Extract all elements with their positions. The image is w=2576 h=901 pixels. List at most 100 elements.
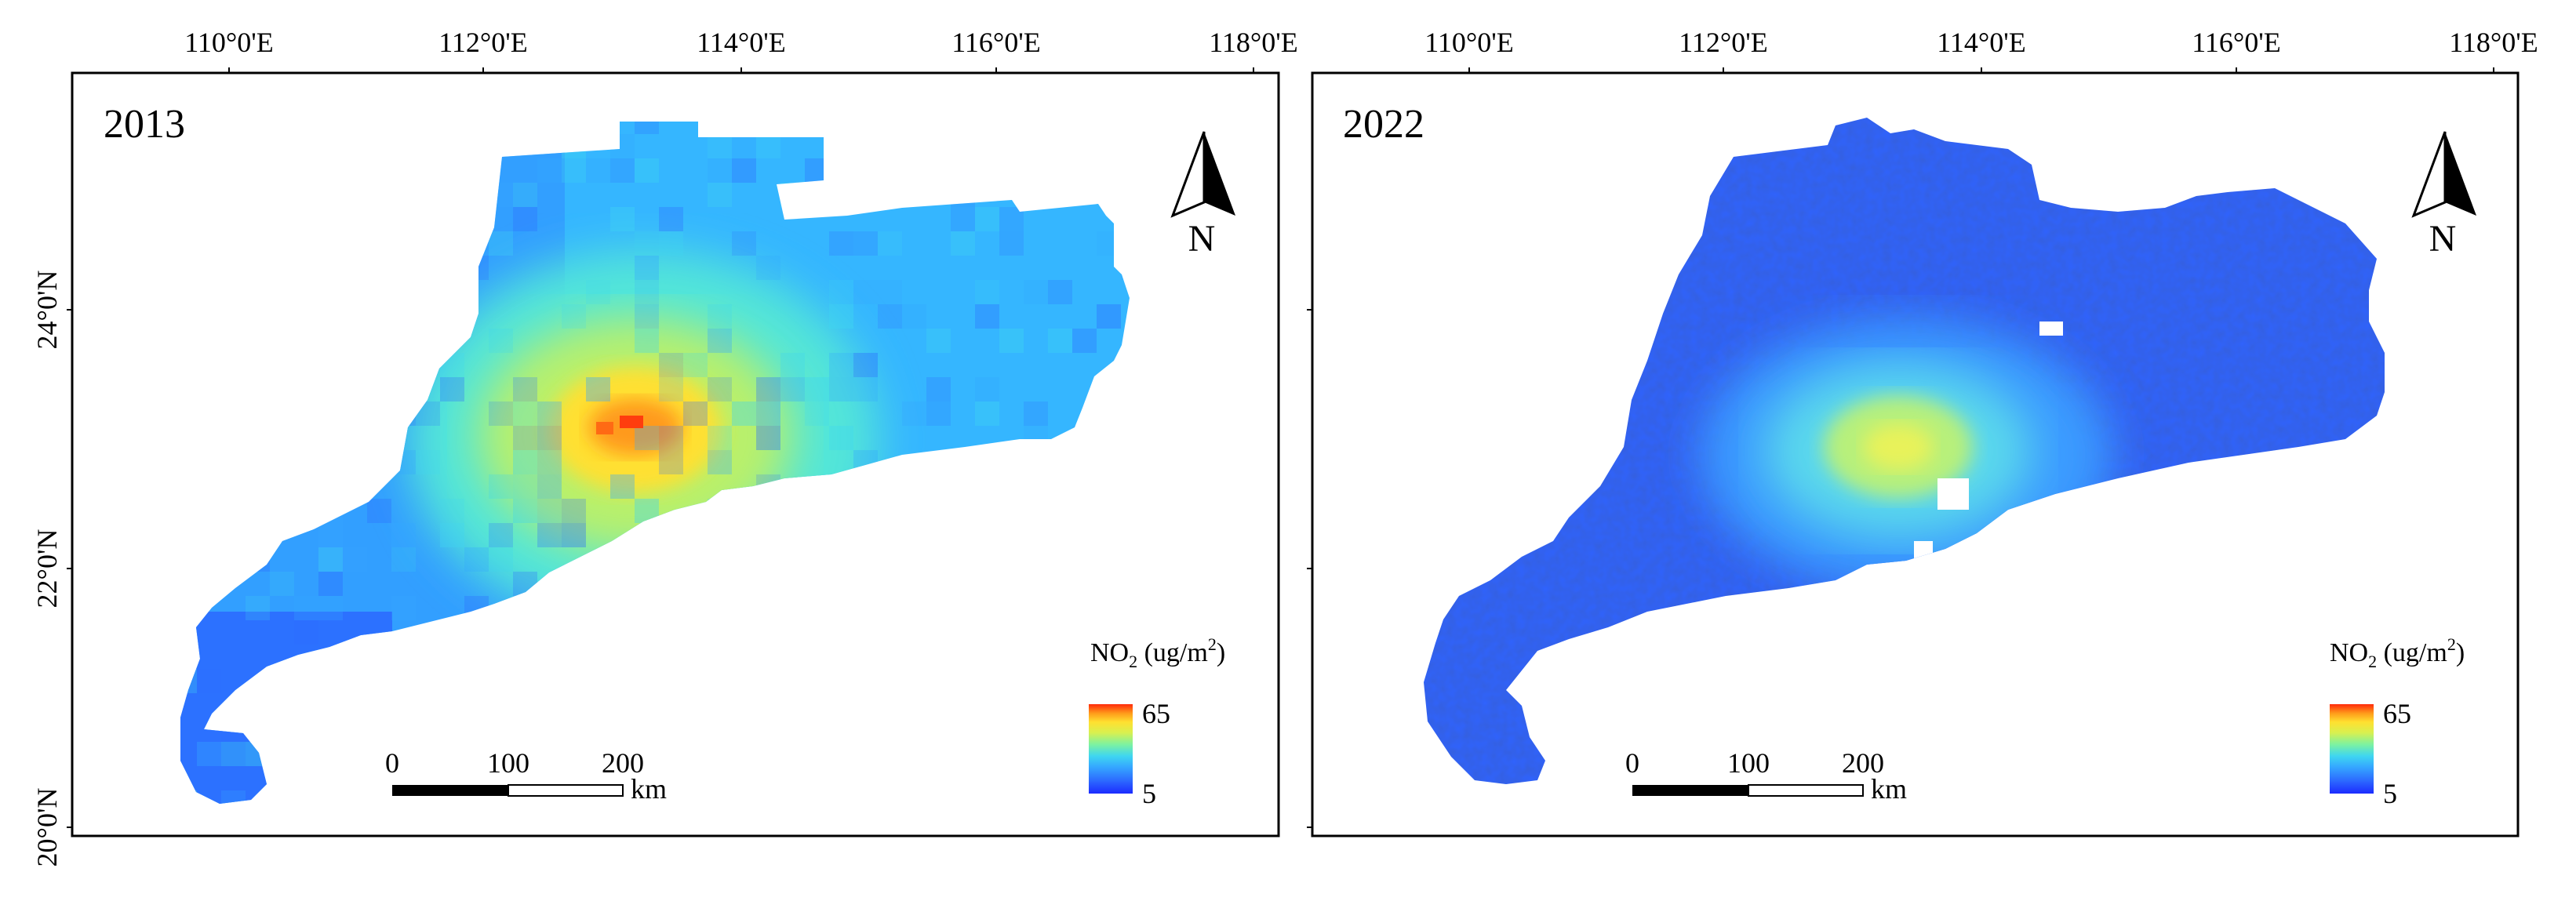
raster-pixel [221, 742, 246, 766]
raster-pixel [610, 474, 635, 499]
raster-pixel [635, 280, 659, 304]
raster-pixel [975, 207, 999, 231]
raster-pixel [878, 280, 902, 304]
scale-unit: km [1871, 773, 1907, 805]
raster-pixel [635, 426, 659, 450]
raster-pixel [853, 377, 878, 401]
scale-bar: 0 100 200 km [385, 747, 667, 805]
raster-pixel [246, 596, 270, 620]
raster-pixel [610, 207, 635, 231]
legend-colorbar [2330, 704, 2374, 794]
north-arrow: N [2411, 131, 2476, 260]
legend: NO2 (ug/m2) 65 5 [1089, 634, 1225, 809]
raster-pixel [659, 353, 683, 377]
raster-pixel [878, 231, 902, 256]
legend: NO2 (ug/m2) 65 5 [2330, 634, 2465, 809]
raster-pixel [1024, 401, 1048, 426]
raster-pixel [975, 304, 999, 329]
lon-label: 110°0'E [1424, 27, 1514, 58]
raster-pixel [708, 450, 732, 474]
panel-2013: 2013 N NO2 (ug/m2) 65 5 0 100 200 km 110… [31, 27, 1298, 866]
legend-min-label: 5 [1142, 778, 1156, 809]
legend-max-label: 65 [1142, 698, 1170, 729]
latitude-ticks [1307, 309, 1312, 828]
raster-pixel [829, 304, 853, 329]
raster-pixel [975, 280, 999, 304]
raster-pixel [537, 158, 562, 183]
raster-pixel [318, 572, 343, 596]
lon-label: 116°0'E [951, 27, 1041, 58]
raster-pixel [683, 401, 708, 426]
scale-label-200: 200 [602, 747, 644, 779]
raster-pixel [586, 377, 610, 401]
panel-2022: 2022 N NO2 (ug/m2) 65 5 0 100 200 km 110… [1307, 27, 2538, 837]
raster-pixel [391, 547, 416, 572]
raster-pixel [708, 134, 732, 158]
raster-pixel [780, 353, 805, 377]
raster-pixel [270, 572, 294, 596]
raster-pixel [197, 669, 221, 693]
raster-pixel [513, 474, 537, 499]
raster-pixel [391, 596, 416, 620]
raster-pixel [805, 401, 829, 426]
raster-pixel [537, 499, 562, 523]
raster-pixel [708, 426, 732, 450]
raster-pixel [343, 547, 367, 572]
raster-pixel [635, 256, 659, 280]
raster-pixel [708, 158, 732, 183]
raster-pixel [197, 742, 221, 766]
lon-label: 112°0'E [1679, 27, 1768, 58]
raster-pixel [732, 134, 756, 158]
raster-pixel [513, 426, 537, 450]
raster-pixel [635, 158, 659, 183]
raster-pixel [1097, 304, 1121, 329]
longitude-labels: 110°0'E 112°0'E 114°0'E 116°0'E 118°0'E [1424, 27, 2538, 73]
raster-pixel [221, 790, 246, 804]
raster-pixel [489, 474, 513, 499]
raster-pixel [489, 231, 513, 256]
raster-pixel [489, 401, 513, 426]
raster-pixel [635, 304, 659, 329]
north-arrow-label: N [1188, 218, 1216, 260]
raster-pixel [951, 231, 975, 256]
raster-pixel [318, 523, 343, 547]
raster-pixel [926, 401, 951, 426]
raster-pixel [635, 231, 659, 256]
legend-title: NO2 (ug/m2) [1090, 634, 1225, 671]
raster-pixel [440, 523, 464, 547]
north-arrow: N [1170, 131, 1235, 260]
raster-pixel [708, 329, 732, 353]
longitude-labels: 110°0'E 112°0'E 114°0'E 116°0'E 118°0'E [184, 27, 1298, 73]
raster-pixel [513, 499, 537, 523]
latitude-labels: 24°0'N 22°0'N 20°0'N [31, 271, 72, 866]
lon-label: 118°0'E [1209, 27, 1298, 58]
legend-colorbar [1089, 704, 1133, 794]
scale-unit: km [631, 773, 667, 805]
raster-pixel [756, 401, 780, 426]
raster-pixel [440, 377, 464, 401]
scale-bar: 0 100 200 km [1625, 747, 1907, 805]
raster-pixel [805, 377, 829, 401]
raster-pixel [318, 547, 343, 572]
raster-pixel [1048, 280, 1072, 304]
scale-label-100: 100 [487, 747, 529, 779]
raster-pixel [659, 450, 683, 474]
scale-label-0: 0 [385, 747, 399, 779]
raster-pixel [513, 450, 537, 474]
raster-pixel [416, 450, 440, 474]
raster-pixel [513, 183, 537, 207]
raster-pixel [732, 158, 756, 183]
scale-label-0: 0 [1625, 747, 1639, 779]
raster-pixel [708, 304, 732, 329]
raster-pixel [537, 401, 562, 426]
raster-pixel [562, 499, 586, 523]
raster-pixel [489, 547, 513, 572]
raster-pixel [537, 474, 562, 499]
raster-pixel [1048, 329, 1072, 353]
legend-title: NO2 (ug/m2) [2330, 634, 2465, 671]
raster-pixel [586, 158, 610, 183]
raster-pixel [659, 231, 683, 256]
raster-pixel [318, 596, 343, 620]
raster-pixel [829, 377, 853, 401]
